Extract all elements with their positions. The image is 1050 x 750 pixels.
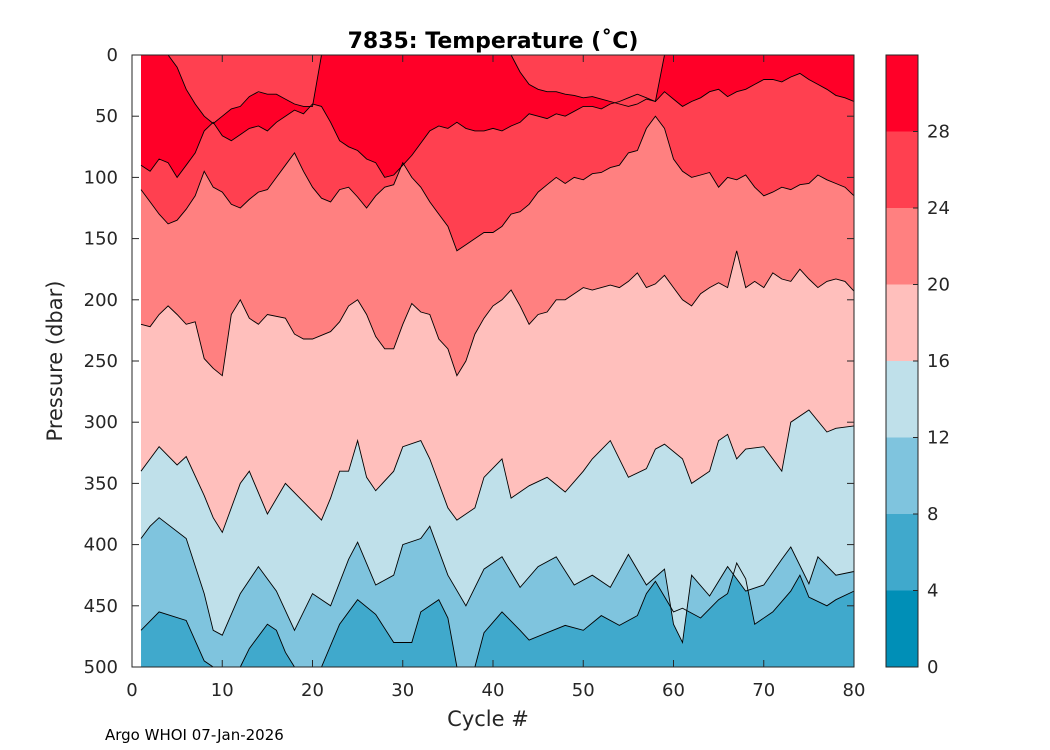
y-axis-label: Pressure (dbar) xyxy=(43,281,67,442)
colorbar-tick-label: 20 xyxy=(927,275,950,296)
y-tick-label: 500 xyxy=(84,657,118,678)
x-tick-label: 20 xyxy=(301,680,324,701)
y-tick-label: 450 xyxy=(84,596,118,617)
isotherm-28 xyxy=(140,72,855,179)
x-tick-label: 30 xyxy=(391,680,414,701)
y-tick-label: 150 xyxy=(84,229,118,250)
colorbar-tick-label: 16 xyxy=(927,351,950,372)
y-tick-label: 200 xyxy=(84,290,118,311)
x-tick-label: 40 xyxy=(482,680,505,701)
y-tick-label: 0 xyxy=(107,45,118,66)
footer-credit: Argo WHOI 07-Jan-2026 xyxy=(105,726,284,744)
y-tick-label: 100 xyxy=(84,167,118,188)
colorbar-tick-label: 24 xyxy=(927,198,950,219)
colorbar-tick-label: 0 xyxy=(927,657,938,678)
contour-fills xyxy=(141,55,854,667)
isotherm-16 xyxy=(140,409,855,534)
colorbar: 0 4 8 12 16 20 24 28 xyxy=(885,54,950,678)
y-tick-label: 400 xyxy=(84,535,118,556)
isotherm-24 xyxy=(140,115,855,252)
colorbar-swatch-4 xyxy=(886,514,918,591)
y-tick-label: 300 xyxy=(84,412,118,433)
x-tick-label: 70 xyxy=(752,680,775,701)
x-tick-label: 60 xyxy=(662,680,685,701)
x-tick-label: 50 xyxy=(572,680,595,701)
colorbar-tick-label: 28 xyxy=(927,122,950,143)
colorbar-swatch-28 xyxy=(886,55,918,132)
colorbar-swatch-0 xyxy=(886,590,918,667)
y-tick-label: 250 xyxy=(84,351,118,372)
colorbar-swatch-24 xyxy=(886,131,918,208)
y-tick-label: 350 xyxy=(84,473,118,494)
colorbar-tick-label: 4 xyxy=(927,581,938,602)
colorbar-tick-label: 12 xyxy=(927,428,950,449)
x-axis-ticks: 0 10 20 30 40 50 60 70 80 xyxy=(126,55,865,701)
isotherm-12 xyxy=(140,517,855,645)
colorbar-swatch-8 xyxy=(886,437,918,514)
x-tick-label: 80 xyxy=(843,680,866,701)
isotherm-20 xyxy=(140,250,855,377)
x-tick-label: 10 xyxy=(211,680,234,701)
colorbar-tick-label: 8 xyxy=(927,504,938,525)
band-24-28 xyxy=(141,55,854,124)
colorbar-swatch-16 xyxy=(886,284,918,361)
y-axis-ticks: 0 50 100 150 200 250 300 350 400 450 500 xyxy=(84,45,854,678)
warm-core-1 xyxy=(222,55,268,98)
x-tick-label: 0 xyxy=(126,680,137,701)
colorbar-swatch-12 xyxy=(886,361,918,438)
y-tick-label: 50 xyxy=(95,106,118,127)
chart-title: 7835: Temperature (˚C) xyxy=(348,29,639,54)
band-28-32 xyxy=(141,55,854,178)
isotherm-8 xyxy=(140,561,855,668)
x-axis-label: Cycle # xyxy=(447,707,529,731)
colorbar-swatch-20 xyxy=(886,208,918,285)
